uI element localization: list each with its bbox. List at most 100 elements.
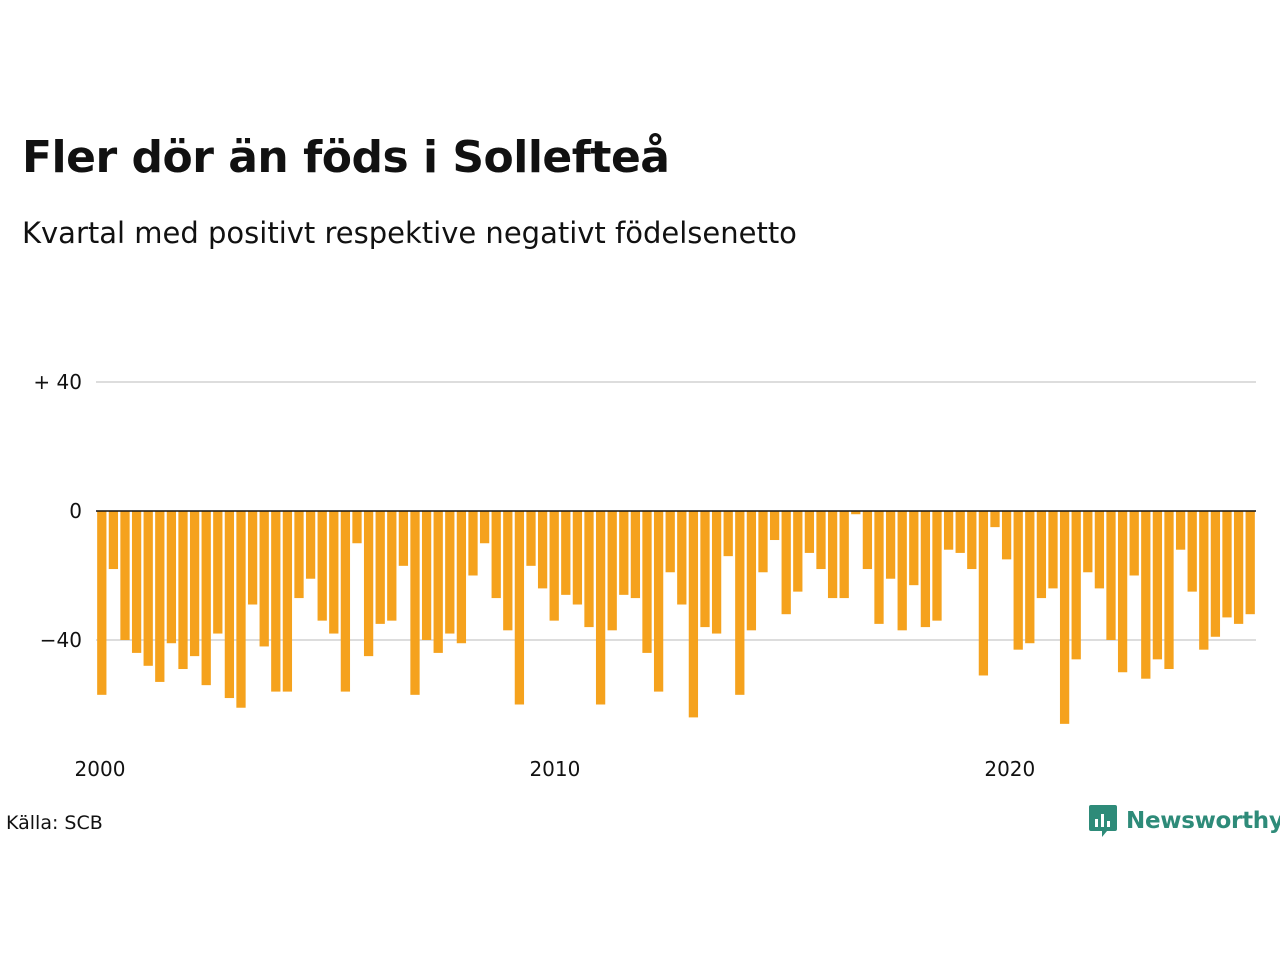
bar <box>1059 511 1070 724</box>
bar <box>677 511 687 605</box>
bar <box>549 511 559 621</box>
x-tick-label: 2020 <box>984 757 1035 781</box>
bar <box>561 511 571 595</box>
x-tick-label: 2010 <box>529 757 580 781</box>
bar <box>503 511 513 631</box>
bar <box>1094 511 1105 589</box>
bar <box>700 511 710 628</box>
bar <box>943 511 954 550</box>
bar <box>155 511 165 682</box>
bar <box>445 511 455 634</box>
bar <box>131 511 142 653</box>
bar <box>688 511 699 718</box>
bar <box>839 511 849 599</box>
bar <box>595 511 606 705</box>
y-tick-label: −40 <box>40 628 82 652</box>
bar <box>189 511 200 657</box>
bar <box>1245 511 1255 615</box>
bar <box>1036 511 1047 599</box>
bar <box>271 511 281 692</box>
bar <box>909 511 919 586</box>
bar <box>619 511 629 595</box>
bar <box>851 511 861 515</box>
bar <box>874 511 884 624</box>
y-tick-label: + 40 <box>33 370 82 394</box>
bar <box>653 511 664 692</box>
bar <box>1129 511 1139 576</box>
bar <box>607 511 617 631</box>
bar <box>990 511 1000 528</box>
bar <box>329 511 339 634</box>
bar <box>375 511 385 624</box>
bar <box>387 511 397 621</box>
bar <box>1001 511 1012 560</box>
bar <box>920 511 931 628</box>
bar <box>1199 511 1209 650</box>
bar <box>1071 511 1081 660</box>
chart-subtitle: Kvartal med positivt respektive negativt… <box>22 216 797 250</box>
bar <box>827 511 838 599</box>
bars <box>97 511 1255 724</box>
bar <box>723 511 733 557</box>
newsworthy-chat-chart-icon <box>1089 805 1117 837</box>
bar <box>1175 511 1186 550</box>
bar <box>352 511 362 544</box>
bar <box>97 511 107 695</box>
bar <box>665 511 675 573</box>
bar <box>166 511 177 644</box>
bar <box>781 511 791 615</box>
bar <box>201 511 211 686</box>
source-note: Källa: SCB <box>6 812 103 834</box>
bar <box>862 511 873 570</box>
bar <box>1222 511 1232 618</box>
bar <box>317 511 327 621</box>
bar <box>421 511 432 640</box>
bar <box>746 511 757 631</box>
bar <box>793 511 803 592</box>
bar <box>1025 511 1035 644</box>
bar <box>897 511 907 631</box>
bar <box>804 511 815 553</box>
bar <box>433 511 443 653</box>
bar <box>514 511 525 705</box>
y-tick-label: 0 <box>69 499 82 523</box>
bar <box>491 511 501 599</box>
bar <box>247 511 258 605</box>
bar <box>769 511 780 541</box>
bar <box>735 511 745 695</box>
bar <box>363 511 374 657</box>
bar <box>479 511 490 544</box>
bar <box>305 511 316 579</box>
bar <box>224 511 235 699</box>
bar <box>1013 511 1023 650</box>
bar <box>584 511 594 628</box>
bar <box>178 511 188 670</box>
bar <box>711 511 722 634</box>
bar <box>143 511 153 666</box>
bar <box>1048 511 1058 589</box>
bar <box>120 511 130 640</box>
bar <box>1187 511 1197 592</box>
bar <box>758 511 768 573</box>
bar <box>236 511 246 708</box>
bar <box>816 511 826 570</box>
bar <box>468 511 478 576</box>
bar <box>1210 511 1221 637</box>
bar <box>1106 511 1116 640</box>
bar-chart: + 40 0 −40 2000 2010 2020 <box>33 370 1256 781</box>
bar <box>526 511 536 566</box>
bar <box>213 511 223 634</box>
axes: + 40 0 −40 2000 2010 2020 <box>33 370 1256 781</box>
bar <box>885 511 896 579</box>
bar <box>410 511 420 695</box>
bar <box>108 511 119 570</box>
bar <box>1141 511 1151 679</box>
bar <box>967 511 977 570</box>
brand-name: Newsworthy <box>1126 808 1280 834</box>
bar <box>1164 511 1174 670</box>
bar <box>1117 511 1128 673</box>
bar <box>572 511 583 605</box>
bar <box>978 511 989 676</box>
bar <box>932 511 942 621</box>
bar <box>456 511 467 644</box>
